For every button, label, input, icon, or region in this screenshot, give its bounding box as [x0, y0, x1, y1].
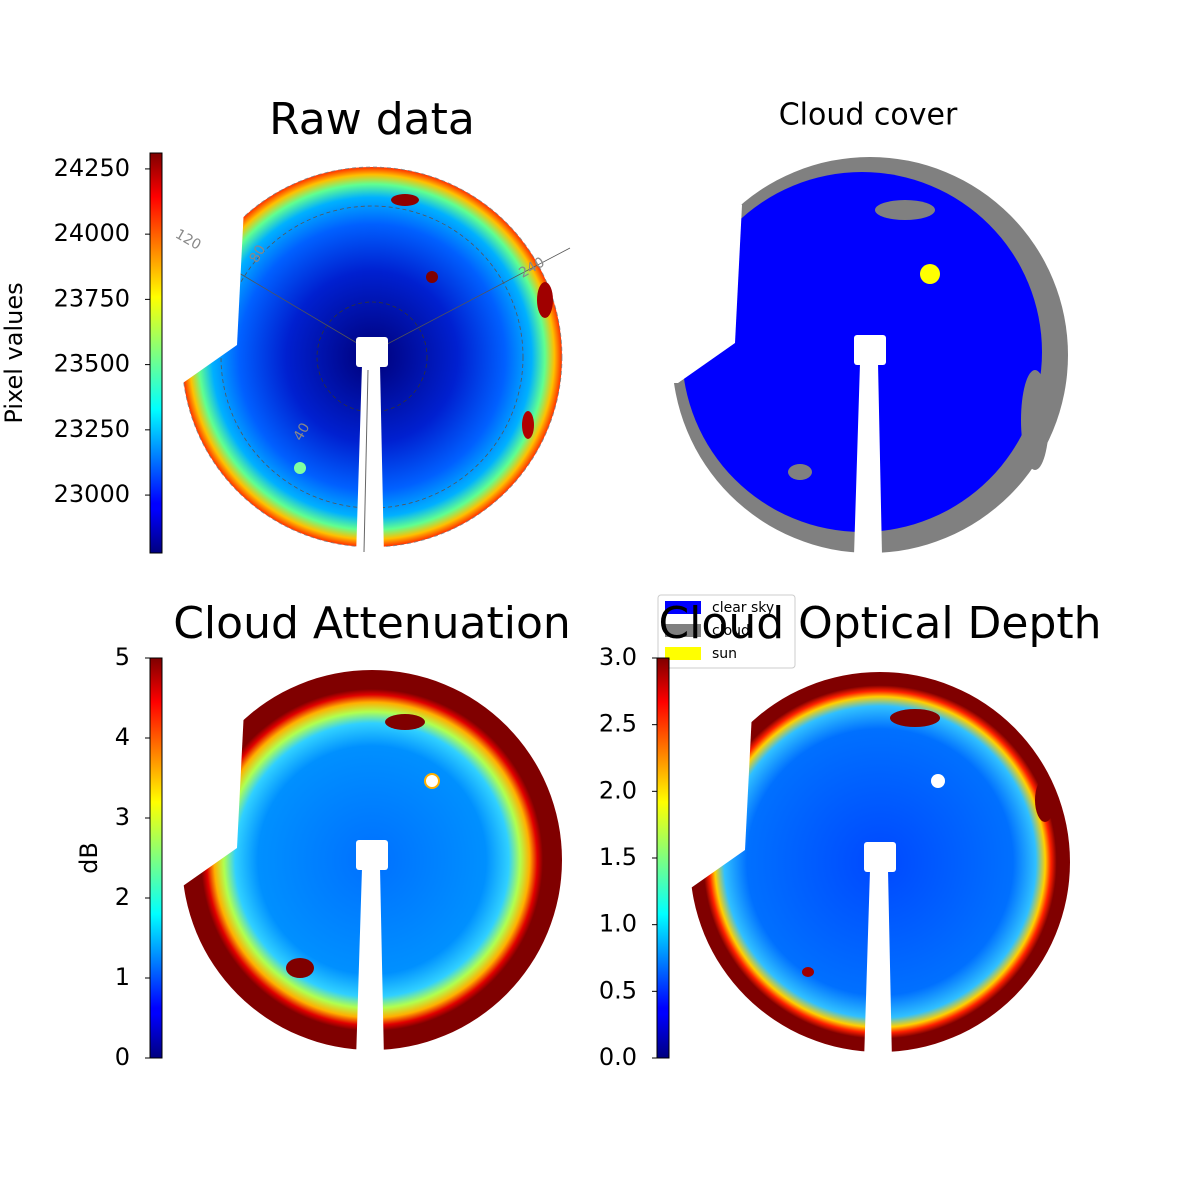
- colorbar-label: Pixel values: [0, 282, 28, 423]
- sky-image-raw: [157, 142, 571, 557]
- colorbar-tick-label: 0.0: [599, 1043, 637, 1071]
- panel-title: Cloud Attenuation: [173, 598, 571, 649]
- colorbar-tick-label: 4: [115, 723, 130, 751]
- polar-label: 40: [291, 420, 314, 443]
- legend-label: sun: [712, 646, 737, 662]
- legend-label: cloud: [712, 623, 750, 639]
- colorbar-tick-label: 1.5: [599, 843, 637, 871]
- colorbar-tick-label: 0: [115, 1043, 130, 1071]
- colorbar-tick-label: 24250: [54, 154, 130, 182]
- legend-label: clear sky: [712, 600, 774, 616]
- colorbar-tick-label: 3.0: [599, 643, 637, 671]
- colorbar-tick-label: 0.5: [599, 976, 637, 1004]
- colorbar: [149, 152, 163, 554]
- colorbar-tick-label: 23250: [54, 415, 130, 443]
- colorbar-label: dB: [75, 842, 103, 874]
- colorbar-tick-label: 24000: [54, 219, 130, 247]
- colorbar-tick-label: 2.0: [599, 776, 637, 804]
- colorbar-tick-label: 23750: [54, 284, 130, 312]
- legend-swatch: [665, 647, 701, 660]
- colorbar-tick-label: 23000: [54, 480, 130, 508]
- polar-label: 80: [247, 242, 270, 265]
- legend-swatch: [665, 601, 701, 614]
- colorbar-tick-label: 23500: [54, 350, 130, 378]
- colorbar-tick-label: 1.0: [599, 910, 637, 938]
- colorbar-tick-label: 1: [115, 963, 130, 991]
- colorbar: [656, 657, 670, 1059]
- colorbar-tick-label: 2.5: [599, 710, 637, 738]
- colorbar-tick-label: 2: [115, 883, 130, 911]
- panel-title: Cloud cover: [779, 98, 958, 133]
- sky-image-optical-depth: [665, 647, 1070, 1062]
- panel-title: Raw data: [269, 94, 475, 145]
- legend-swatch: [665, 624, 701, 637]
- sky-image-cloud-cover: [655, 140, 1068, 555]
- colorbar-tick-label: 5: [115, 643, 130, 671]
- colorbar-tick-label: 3: [115, 803, 130, 831]
- colorbar: [149, 657, 163, 1059]
- sky-image-attenuation: [157, 645, 562, 1060]
- panel-title: Cloud Optical Depth: [658, 598, 1101, 649]
